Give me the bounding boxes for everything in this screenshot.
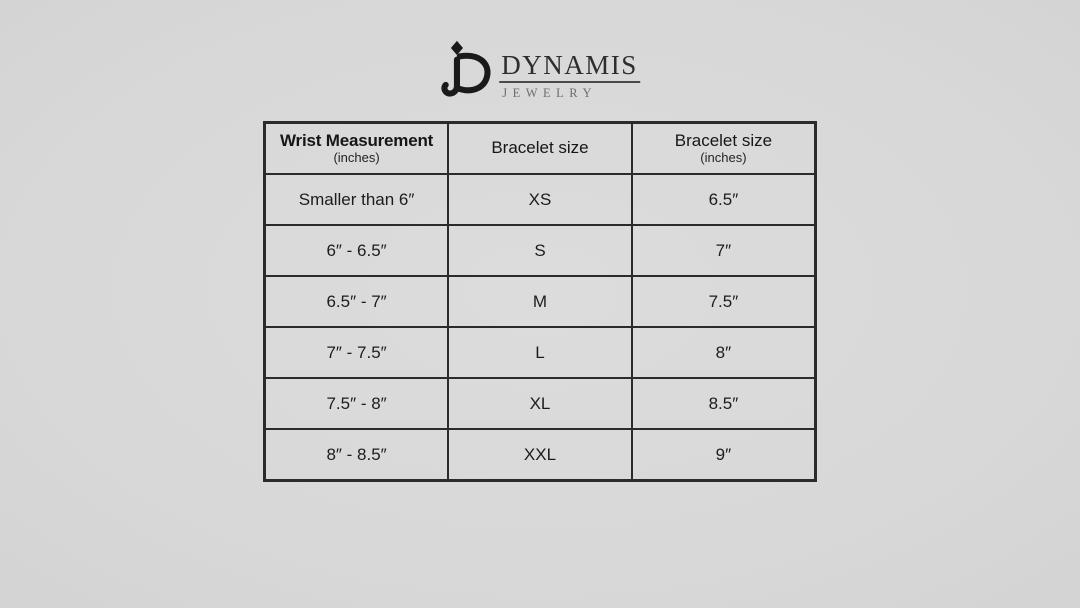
- bracelet-size-cell: XXL: [447, 428, 633, 482]
- wrist-measurement-cell: 7″ - 7.5″: [263, 326, 450, 379]
- column-header-sub: (inches): [700, 150, 747, 166]
- bracelet-size-cell: M: [447, 275, 633, 328]
- brand-wordmark: DYNAMIS JEWELRY: [499, 52, 640, 100]
- wrist-measurement-cell: 6″ - 6.5″: [263, 224, 450, 277]
- bracelet-size-cell: XL: [447, 377, 633, 430]
- bracelet-size-chart-table: Wrist Measurement (inches) Bracelet size…: [263, 121, 817, 482]
- column-header-wrist-measurement: Wrist Measurement (inches): [263, 121, 450, 175]
- column-header-sub: (inches): [333, 150, 380, 166]
- bracelet-inches-cell: 8″: [630, 326, 817, 379]
- bracelet-size-cell: S: [447, 224, 633, 277]
- table-row: 6″ - 6.5″ S 7″: [263, 224, 817, 277]
- column-header-label: Bracelet size: [674, 130, 773, 150]
- bracelet-size-cell: XS: [447, 173, 633, 226]
- column-header-bracelet-size: Bracelet size: [447, 121, 633, 175]
- column-header-label: Wrist Measurement: [280, 130, 434, 150]
- table-row: 7.5″ - 8″ XL 8.5″: [263, 377, 817, 430]
- table-header: Wrist Measurement (inches) Bracelet size…: [263, 121, 817, 175]
- table-body: Smaller than 6″ XS 6.5″ 6″ - 6.5″ S 7″ 6…: [263, 173, 817, 482]
- brand-logo: DYNAMIS JEWELRY: [440, 40, 640, 100]
- bracelet-size-cell: L: [447, 326, 633, 379]
- bracelet-inches-cell: 6.5″: [630, 173, 817, 226]
- wrist-measurement-cell: 7.5″ - 8″: [263, 377, 450, 430]
- table-header-row: Wrist Measurement (inches) Bracelet size…: [263, 121, 817, 175]
- bracelet-inches-cell: 7″: [630, 224, 817, 277]
- bracelet-inches-cell: 8.5″: [630, 377, 817, 430]
- table-row: 6.5″ - 7″ M 7.5″: [263, 275, 817, 328]
- bracelet-inches-cell: 9″: [630, 428, 817, 482]
- table-row: 7″ - 7.5″ L 8″: [263, 326, 817, 379]
- bracelet-inches-cell: 7.5″: [630, 275, 817, 328]
- brand-subname: JEWELRY: [502, 86, 597, 100]
- brand-name: DYNAMIS: [499, 52, 640, 83]
- table-row: 8″ - 8.5″ XXL 9″: [263, 428, 817, 482]
- wrist-measurement-cell: Smaller than 6″: [263, 173, 450, 226]
- column-header-label: Bracelet size: [491, 138, 589, 158]
- wrist-measurement-cell: 8″ - 8.5″: [263, 428, 450, 482]
- wrist-measurement-cell: 6.5″ - 7″: [263, 275, 450, 328]
- column-header-bracelet-inches: Bracelet size (inches): [630, 121, 817, 175]
- table-row: Smaller than 6″ XS 6.5″: [263, 173, 817, 226]
- jd-monogram-icon: [441, 40, 491, 97]
